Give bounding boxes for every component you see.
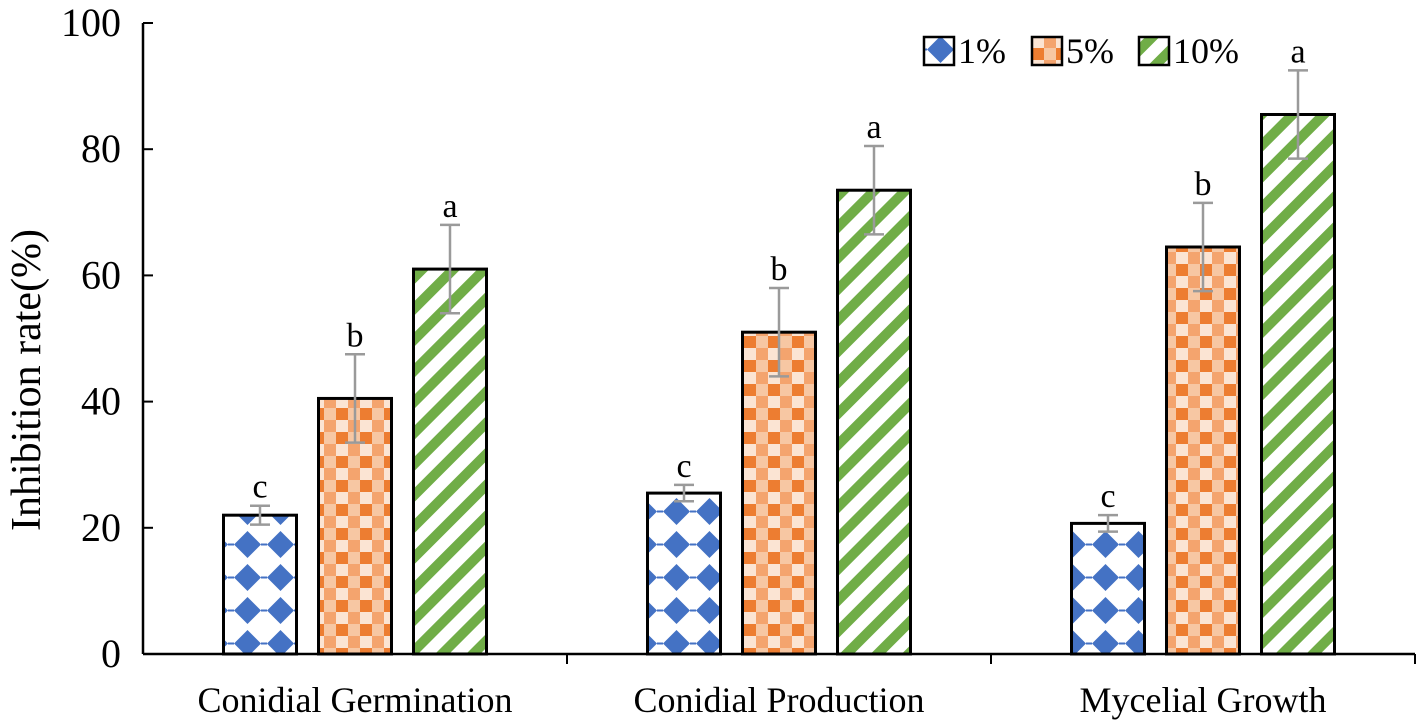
- y-tick-label: 0: [101, 631, 121, 676]
- bar: [741, 330, 817, 656]
- bar: [222, 513, 298, 656]
- y-tick-label: 20: [81, 505, 121, 550]
- legend-label: 5%: [1066, 31, 1114, 71]
- bar: [1260, 112, 1336, 656]
- legend-label: 10%: [1173, 31, 1239, 71]
- legend-swatch: [1137, 35, 1171, 67]
- bars: [222, 69, 1336, 656]
- y-axis-label: Inhibition rate(%): [4, 229, 50, 531]
- bar: [836, 188, 912, 656]
- legend-swatch: [1030, 35, 1064, 67]
- x-category-label: Mycelial Growth: [1080, 680, 1327, 720]
- bar: [1070, 521, 1146, 656]
- significance-label: b: [771, 251, 788, 288]
- bar: [412, 267, 488, 656]
- y-tick-label: 40: [81, 379, 121, 424]
- legend-label: 1%: [958, 31, 1006, 71]
- y-tick-label: 60: [81, 252, 121, 297]
- legend-swatch: [922, 35, 956, 67]
- y-tick-label: 80: [81, 126, 121, 171]
- significance-label: a: [1290, 33, 1305, 70]
- significance-label: a: [442, 188, 457, 225]
- axes: 0 20 40 60 80 100 Conidial Germination Conidial…: [61, 0, 1416, 720]
- significance-label: b: [1195, 166, 1212, 203]
- significance-label: b: [347, 317, 364, 354]
- significance-label: c: [252, 469, 267, 506]
- bar: [1165, 245, 1241, 656]
- x-category-label: Conidial Germination: [198, 680, 513, 720]
- y-tick-label: 100: [61, 0, 121, 45]
- significance-label: c: [676, 448, 691, 485]
- bar: [646, 491, 722, 656]
- significance-label: a: [866, 109, 881, 146]
- x-category-label: Conidial Production: [634, 680, 925, 720]
- significance-label: c: [1100, 478, 1115, 515]
- legend: 1% 5% 10%: [922, 31, 1239, 71]
- labels: c c c b b b a a a: [252, 33, 1305, 515]
